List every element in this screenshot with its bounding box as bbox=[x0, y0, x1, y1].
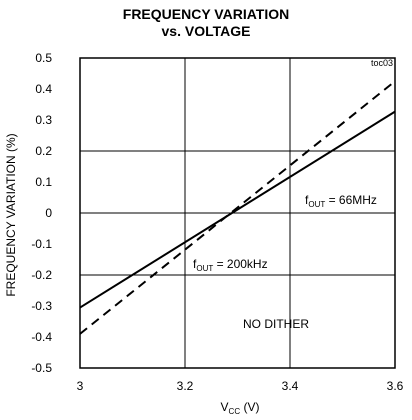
y-tick-label: 0.2 bbox=[35, 144, 52, 158]
x-axis-label-sub: CC bbox=[229, 407, 241, 416]
y-tick-label: -0.3 bbox=[31, 299, 52, 313]
y-tick-labels: 0.5 0.4 0.3 0.2 0.1 0 -0.1 -0.2 -0.3 -0.4 -0.5 bbox=[31, 51, 52, 375]
y-tick-label: -0.1 bbox=[31, 237, 52, 251]
y-tick-label: -0.5 bbox=[31, 361, 52, 375]
x-axis-label-main: V bbox=[221, 400, 229, 414]
chart-tag: toc03 bbox=[371, 58, 393, 68]
y-tick-label: 0.4 bbox=[35, 82, 52, 96]
y-axis-label: FREQUENCY VARIATION (%) bbox=[4, 133, 18, 296]
y-tick-label: -0.2 bbox=[31, 268, 52, 282]
x-axis-label: VCC (V) bbox=[221, 400, 260, 416]
series-line-200khz bbox=[79, 80, 396, 335]
y-tick-label: 0.1 bbox=[35, 175, 52, 189]
y-tick-label: -0.4 bbox=[31, 330, 52, 344]
y-tick-label: 0.3 bbox=[35, 113, 52, 127]
x-tick-labels: 3 3.2 3.4 3.6 bbox=[77, 379, 404, 393]
no-dither-annotation: NO DITHER bbox=[243, 317, 309, 331]
series-label-66mhz: fOUT = 66MHz bbox=[305, 193, 377, 209]
series-label-200khz: fOUT = 200kHz bbox=[193, 257, 268, 273]
plot-frame bbox=[79, 57, 396, 369]
chart-title-line2: vs. VOLTAGE bbox=[161, 23, 251, 39]
series-layer bbox=[79, 80, 396, 335]
x-tick-label: 3.6 bbox=[387, 379, 404, 393]
y-tick-label: 0 bbox=[45, 206, 52, 220]
series-line-66mhz bbox=[79, 110, 396, 309]
x-tick-label: 3.2 bbox=[177, 379, 194, 393]
x-tick-label: 3 bbox=[77, 379, 84, 393]
chart-grid bbox=[80, 58, 395, 368]
chart-title-line1: FREQUENCY VARIATION bbox=[122, 6, 290, 22]
x-tick-label: 3.4 bbox=[282, 379, 299, 393]
x-axis-label-unit: (V) bbox=[240, 400, 259, 414]
y-tick-label: 0.5 bbox=[35, 51, 52, 65]
